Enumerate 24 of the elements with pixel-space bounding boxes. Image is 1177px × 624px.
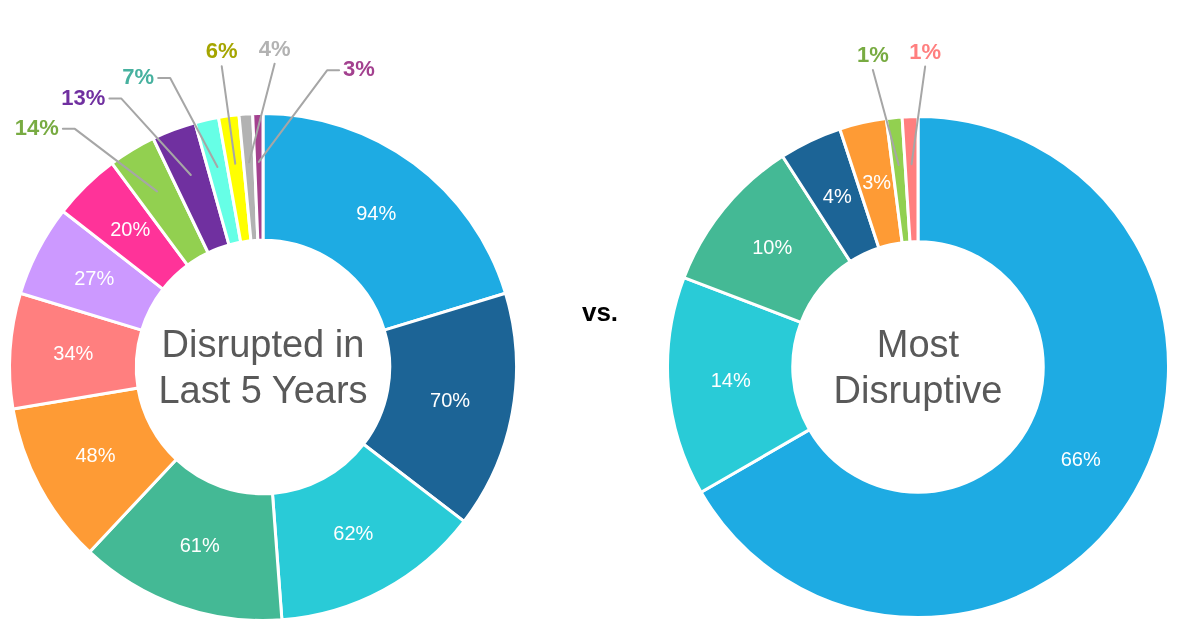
data-label: 4% xyxy=(258,35,291,61)
data-label: 14% xyxy=(710,369,751,392)
data-label: 48% xyxy=(75,444,116,467)
data-label: 27% xyxy=(74,267,115,289)
data-label: 66% xyxy=(1060,448,1101,471)
text: Most Disruptive xyxy=(832,322,1004,413)
data-label: 14% xyxy=(14,114,59,140)
data-label: 61% xyxy=(179,533,220,556)
data-label: 62% xyxy=(333,521,374,544)
data-label: 1% xyxy=(909,38,942,64)
data-label: 20% xyxy=(110,218,151,241)
text: vs. xyxy=(580,296,620,328)
data-label: 3% xyxy=(343,56,375,82)
data-label: 6% xyxy=(205,38,238,64)
data-label: 7% xyxy=(122,64,155,90)
data-label: 1% xyxy=(856,41,889,67)
data-label: 34% xyxy=(53,342,94,365)
data-label: 10% xyxy=(752,236,793,259)
data-label: 70% xyxy=(430,388,471,411)
data-label: 4% xyxy=(822,184,852,207)
text: Disrupted in Last 5 Years xyxy=(157,322,369,413)
data-label: 94% xyxy=(356,201,397,224)
data-label: 3% xyxy=(862,171,892,194)
data-label: 13% xyxy=(61,84,106,110)
